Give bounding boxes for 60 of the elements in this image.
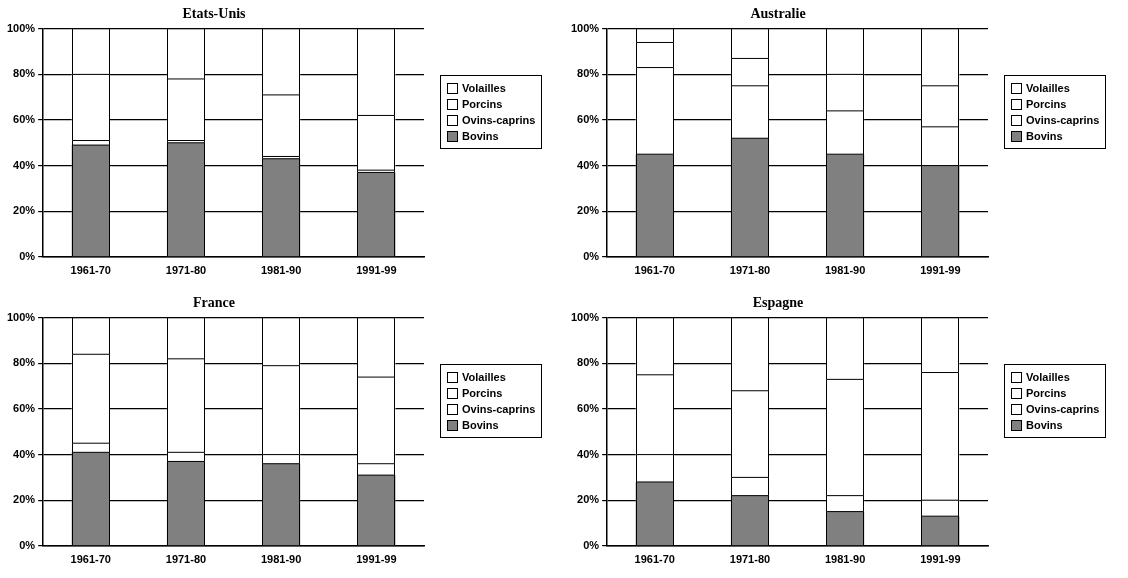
text: Ovins-caprins — [1026, 403, 1100, 415]
y-tick-label: 0% — [583, 538, 600, 551]
x-tick-label: 1961-70 — [70, 553, 111, 566]
x-tick-label: 1981-90 — [824, 553, 866, 566]
legend-label: Bovins — [462, 419, 499, 431]
x-tick-label: 1981-90 — [260, 553, 302, 566]
text: Porcins — [1026, 387, 1067, 399]
y-tick-label: 40% — [13, 158, 36, 171]
y-tick-label: 100% — [570, 310, 600, 323]
y-tick-label: 100% — [6, 21, 36, 34]
x-tick-label: 1971-80 — [165, 553, 207, 566]
x-tick-label: 1971-80 — [729, 264, 771, 277]
y-tick-label: 60% — [13, 113, 36, 126]
text: Ovins-caprins — [462, 403, 536, 415]
chart-title: Australie — [750, 6, 806, 22]
x-tick-label: 1981-90 — [824, 264, 866, 277]
text: Volailles — [1026, 82, 1070, 94]
x-tick-label: 1991-99 — [920, 264, 961, 277]
text: Porcins — [462, 387, 503, 399]
x-tick-label: 1991-99 — [356, 264, 397, 277]
chart-title: Etats-Unis — [182, 6, 247, 22]
text: Volailles — [1026, 371, 1070, 383]
x-tick-label: 1991-99 — [920, 553, 961, 566]
text: Porcins — [462, 98, 503, 110]
legend-label: Bovins — [1026, 419, 1063, 431]
y-tick-label: 80% — [577, 67, 600, 80]
text: Porcins — [1026, 98, 1067, 110]
y-tick-label: 20% — [577, 493, 600, 506]
y-tick-label: 20% — [13, 204, 36, 217]
y-tick-label: 40% — [577, 158, 600, 171]
legend-label: Bovins — [462, 130, 499, 142]
y-tick-label: 60% — [13, 402, 36, 415]
y-tick-label: 80% — [577, 356, 600, 369]
legend-label: Bovins — [1026, 130, 1063, 142]
x-tick-label: 1971-80 — [729, 553, 771, 566]
y-tick-label: 20% — [577, 204, 600, 217]
y-tick-label: 20% — [13, 493, 36, 506]
y-tick-label: 100% — [570, 21, 600, 34]
x-tick-label: 1961-70 — [70, 264, 111, 277]
x-tick-label: 1961-70 — [634, 553, 675, 566]
text: Ovins-caprins — [1026, 114, 1100, 126]
y-tick-label: 60% — [577, 402, 600, 415]
y-tick-label: 40% — [577, 447, 600, 460]
text: Volailles — [462, 371, 506, 383]
x-tick-label: 1971-80 — [165, 264, 207, 277]
y-tick-label: 60% — [577, 113, 600, 126]
y-tick-label: 80% — [13, 356, 36, 369]
chart-title: Espagne — [752, 295, 804, 311]
text: Volailles — [462, 82, 506, 94]
text: Ovins-caprins — [462, 114, 536, 126]
y-tick-label: 0% — [19, 538, 36, 551]
y-tick-label: 40% — [13, 447, 36, 460]
y-tick-label: 80% — [13, 67, 36, 80]
x-tick-label: 1991-99 — [356, 553, 397, 566]
x-tick-label: 1961-70 — [634, 264, 675, 277]
y-tick-label: 0% — [583, 249, 600, 262]
y-tick-label: 100% — [6, 310, 36, 323]
chart-title: France — [193, 295, 235, 311]
y-tick-label: 0% — [19, 249, 36, 262]
x-tick-label: 1981-90 — [260, 264, 302, 277]
